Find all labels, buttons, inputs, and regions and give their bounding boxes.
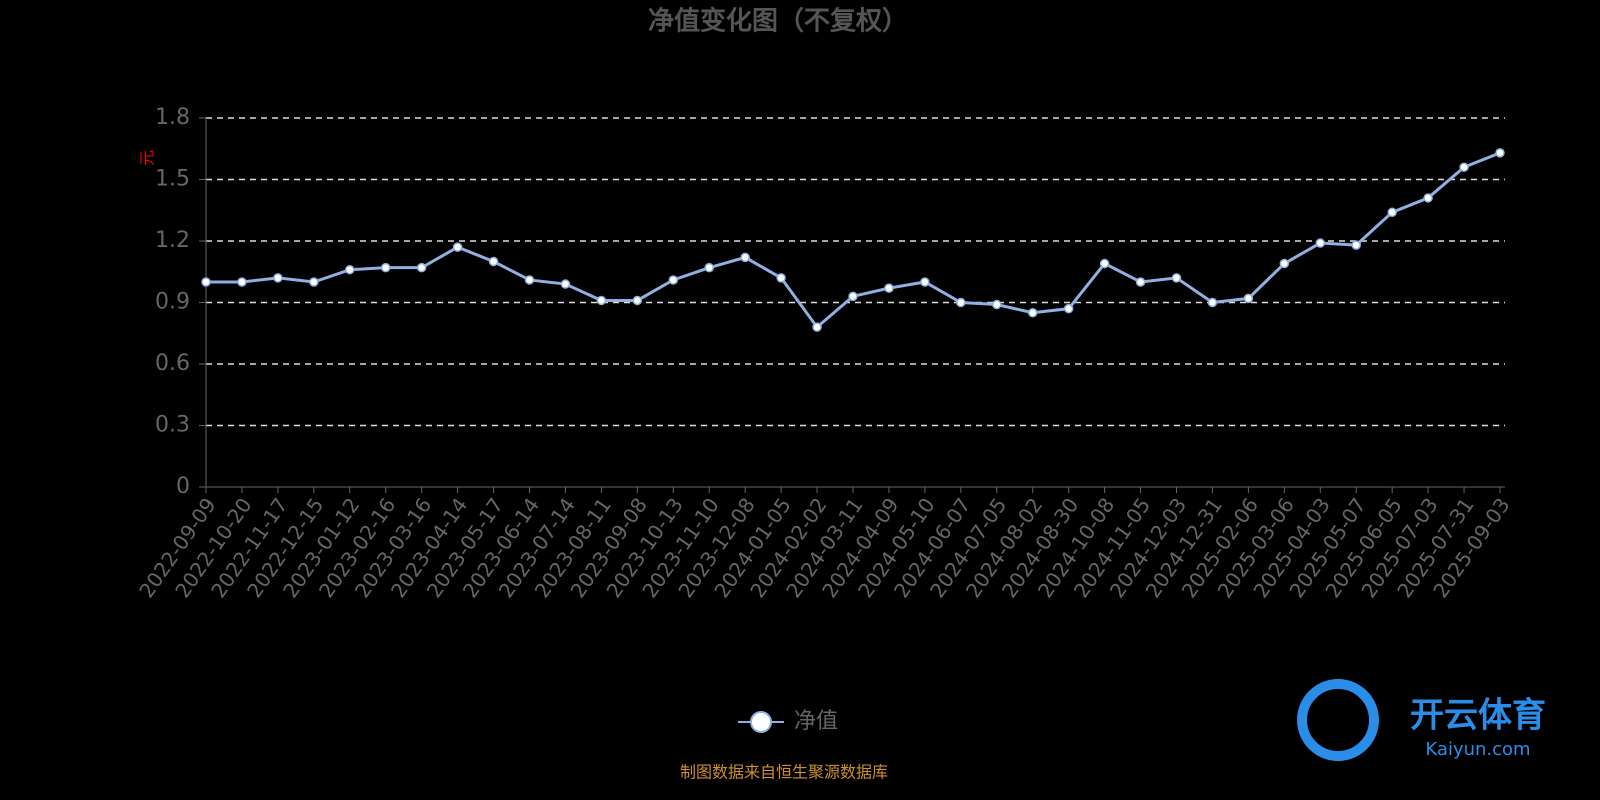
data-point <box>416 262 427 273</box>
data-point <box>596 295 607 306</box>
data-point <box>380 262 391 273</box>
legend-label: 净值 <box>794 709 838 734</box>
data-point <box>740 252 750 263</box>
data-point <box>524 275 535 285</box>
watermark: 开云体育 Kaiyun.com <box>1297 679 1546 761</box>
data-point <box>237 277 247 287</box>
data-point <box>1495 148 1505 158</box>
data-point <box>632 295 643 306</box>
y-tick-label: 1.5 <box>155 167 190 192</box>
data-point <box>1099 258 1110 269</box>
watermark-brand: 开云体育 <box>1410 696 1546 736</box>
legend-marker <box>750 711 772 733</box>
data-point <box>1423 193 1433 203</box>
data-point <box>884 283 894 293</box>
data-point <box>1459 162 1469 172</box>
chart-title: 净值变化图（不复权） <box>648 6 908 37</box>
source-note: 制图数据来自恒生聚源数据库 <box>680 763 888 782</box>
y-tick-label: 0.3 <box>155 413 190 438</box>
data-point <box>488 256 499 267</box>
data-point <box>1243 293 1254 304</box>
y-axis-label: 元 <box>138 150 157 166</box>
data-point <box>309 277 319 287</box>
y-tick-label: 0 <box>176 474 190 499</box>
data-point <box>345 264 355 275</box>
data-point <box>776 273 786 283</box>
data-point <box>201 277 211 287</box>
data-point <box>920 277 930 287</box>
data-point <box>1315 238 1326 248</box>
data-point <box>704 262 714 273</box>
data-point <box>1387 207 1397 218</box>
data-point <box>812 322 822 332</box>
data-point <box>1207 297 1218 308</box>
y-tick-label: 0.6 <box>155 351 190 376</box>
data-point <box>1063 303 1074 314</box>
data-point <box>992 299 1002 310</box>
logo-icon <box>1297 679 1379 761</box>
data-point <box>1135 277 1146 287</box>
data-point <box>956 297 966 308</box>
data-point <box>273 273 283 283</box>
y-tick-label: 1.8 <box>155 105 190 130</box>
data-point <box>1351 240 1361 250</box>
data-point <box>668 275 679 285</box>
data-point <box>452 242 463 252</box>
data-point <box>1171 273 1182 283</box>
data-point <box>1027 308 1038 318</box>
watermark-site: Kaiyun.com <box>1425 739 1530 760</box>
data-point <box>848 291 858 302</box>
data-point <box>1279 258 1290 269</box>
y-tick-label: 0.9 <box>155 290 190 315</box>
data-point <box>560 279 571 289</box>
y-tick-label: 1.2 <box>155 228 190 253</box>
